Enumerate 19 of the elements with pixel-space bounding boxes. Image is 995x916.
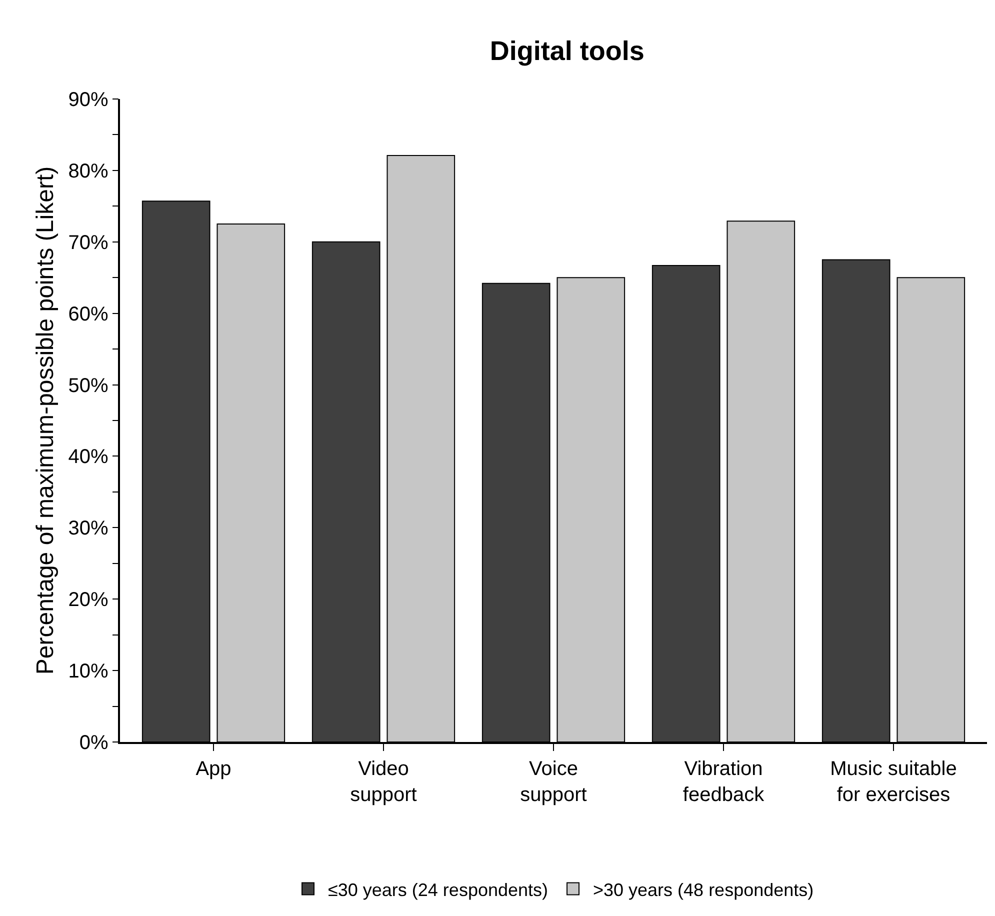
y-tick-label: 90%	[68, 89, 108, 111]
y-tick-label: 10%	[68, 660, 108, 683]
x-tick-label: Video support	[350, 758, 418, 806]
chart-title: Digital tools	[490, 36, 644, 66]
y-axis-title: Percentage of maximum-possible points (Likert)	[32, 166, 59, 675]
y-tick-label: 70%	[68, 232, 108, 254]
x-tick-label: Music suitable for exercises	[830, 758, 957, 806]
y-tick-label: 40%	[68, 446, 108, 468]
y-tick-label: 60%	[68, 303, 108, 326]
x-tick-label: Voice support	[520, 758, 588, 806]
x-tick-label: Vibration feedback	[682, 758, 766, 806]
legend-label: >30 years (48 respondents)	[593, 880, 814, 900]
y-tick-label: 0%	[79, 732, 108, 754]
y-tick-label: 30%	[68, 518, 108, 540]
legend-label: ≤30 years (24 respondents)	[328, 880, 548, 900]
y-tick-label: 20%	[68, 589, 108, 612]
y-tick-label: 80%	[68, 160, 108, 182]
y-tick-label: 50%	[68, 374, 108, 397]
x-tick-label: App	[196, 758, 232, 780]
